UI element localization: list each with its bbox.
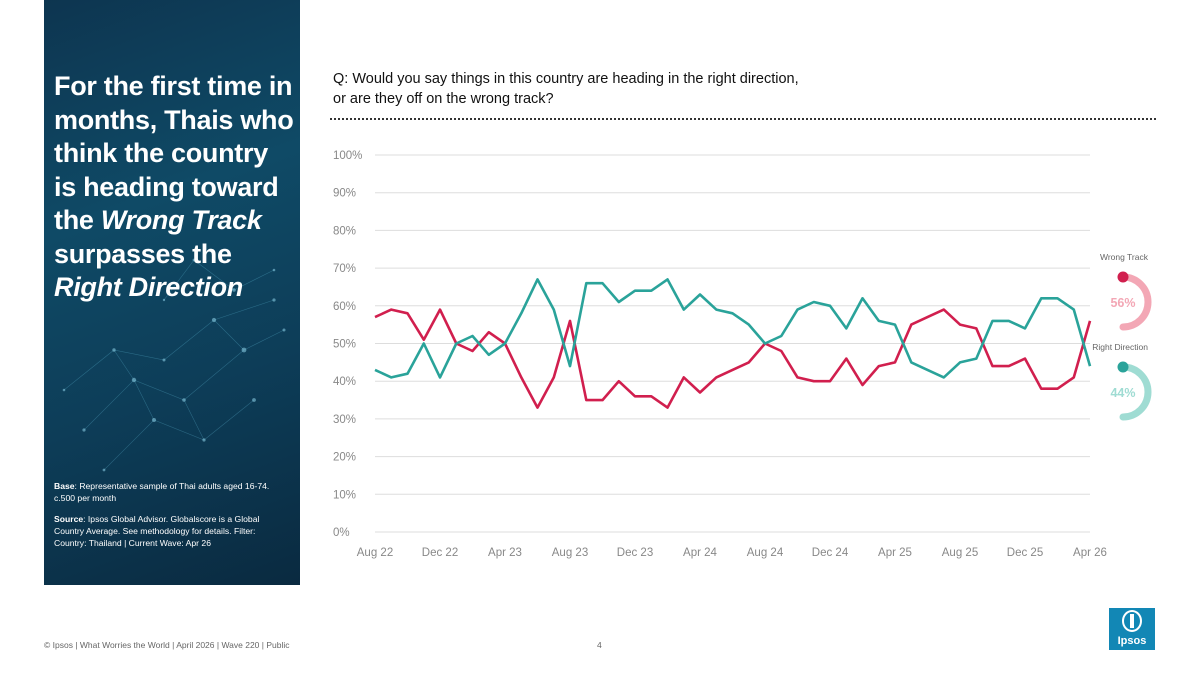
callout-label-right-direction: Right Direction (1092, 342, 1148, 352)
y-tick-label: 40% (333, 376, 356, 388)
y-axis-ticks: 0% 10% 20% 30% 40% 50% 60% 70% 80% 90% 100% (333, 150, 362, 539)
network-texture-graphic (62, 258, 286, 472)
callout-dot-right-direction (1117, 361, 1129, 373)
y-tick-label: 10% (333, 489, 356, 501)
base-note: Base: Representative sample of Thai adul… (54, 480, 286, 504)
question-line-1: Q: Would you say things in this country … (333, 71, 799, 87)
y-tick-label: 0% (333, 527, 350, 539)
headline-emphasis-right-direction: Right Direction (54, 272, 243, 302)
footer-text: © Ipsos | What Worries the World | April… (44, 640, 290, 650)
y-tick-label: 70% (333, 263, 356, 275)
y-tick-label: 80% (333, 225, 356, 237)
base-label: Base (54, 481, 75, 491)
source-text: : Ipsos Global Advisor. Globalscore is a… (54, 514, 260, 548)
x-tick-label: Dec 24 (812, 547, 849, 559)
y-tick-label: 50% (333, 339, 356, 351)
headline: For the first time in months, Thais who … (54, 70, 294, 305)
x-tick-label: Dec 23 (617, 547, 653, 559)
source-label: Source (54, 514, 84, 524)
gridlines (375, 154, 1090, 533)
x-tick-label: Apr 26 (1073, 547, 1107, 559)
series-lines (374, 278, 1092, 409)
x-tick-label: Apr 24 (683, 547, 717, 559)
callout-value-right-direction: 44% (1110, 386, 1135, 400)
callout-arc-wrong-track (1119, 273, 1152, 331)
end-callouts: Wrong Track 56% Right Direction 44% (1092, 252, 1152, 421)
logo-word: Ipsos (1117, 635, 1147, 647)
x-axis-ticks: Aug 22 Dec 22 Apr 23 Aug 23 Dec 23 Apr 24 Aug … (357, 547, 1107, 559)
x-tick-label: Dec 22 (422, 547, 458, 559)
source-note: Source: Ipsos Global Advisor. Globalscor… (54, 513, 286, 549)
base-text: : Representative sample of Thai adults a… (54, 481, 270, 503)
y-tick-label: 100% (333, 150, 362, 162)
y-tick-label: 30% (333, 414, 356, 426)
x-tick-label: Aug 25 (942, 547, 978, 559)
x-tick-label: Aug 22 (357, 547, 393, 559)
callout-dot-wrong-track (1117, 271, 1129, 283)
logo-mark-icon (1122, 610, 1142, 632)
series-line-right-direction (374, 278, 1092, 379)
y-tick-label: 60% (333, 301, 356, 313)
x-tick-label: Apr 25 (878, 547, 912, 559)
line-chart: 0% 10% 20% 30% 40% 50% 60% 70% 80% 90% 100% Aug 22… (333, 150, 1152, 559)
x-tick-label: Aug 23 (552, 547, 588, 559)
question-divider (330, 118, 1156, 120)
question-line-2: or are they off on the wrong track? (333, 91, 554, 107)
callout-arc-right-direction (1119, 363, 1152, 421)
callout-value-wrong-track: 56% (1110, 296, 1135, 310)
ipsos-logo: Ipsos (1109, 608, 1155, 650)
side-panel: For the first time in months, Thais who … (44, 0, 300, 585)
series-line-wrong-track (374, 308, 1092, 409)
y-tick-label: 90% (333, 188, 356, 200)
callout-label-wrong-track: Wrong Track (1100, 252, 1149, 262)
headline-text-mid: surpasses the (54, 238, 232, 269)
x-tick-label: Aug 24 (747, 547, 784, 559)
x-tick-label: Dec 25 (1007, 547, 1043, 559)
page-number: 4 (597, 640, 602, 650)
headline-text: For the first time in months, Thais who … (54, 71, 294, 235)
headline-emphasis-wrong-track: Wrong Track (100, 205, 262, 235)
x-tick-label: Apr 23 (488, 547, 522, 559)
y-tick-label: 20% (333, 452, 356, 464)
survey-question: Q: Would you say things in this country … (333, 69, 1033, 109)
